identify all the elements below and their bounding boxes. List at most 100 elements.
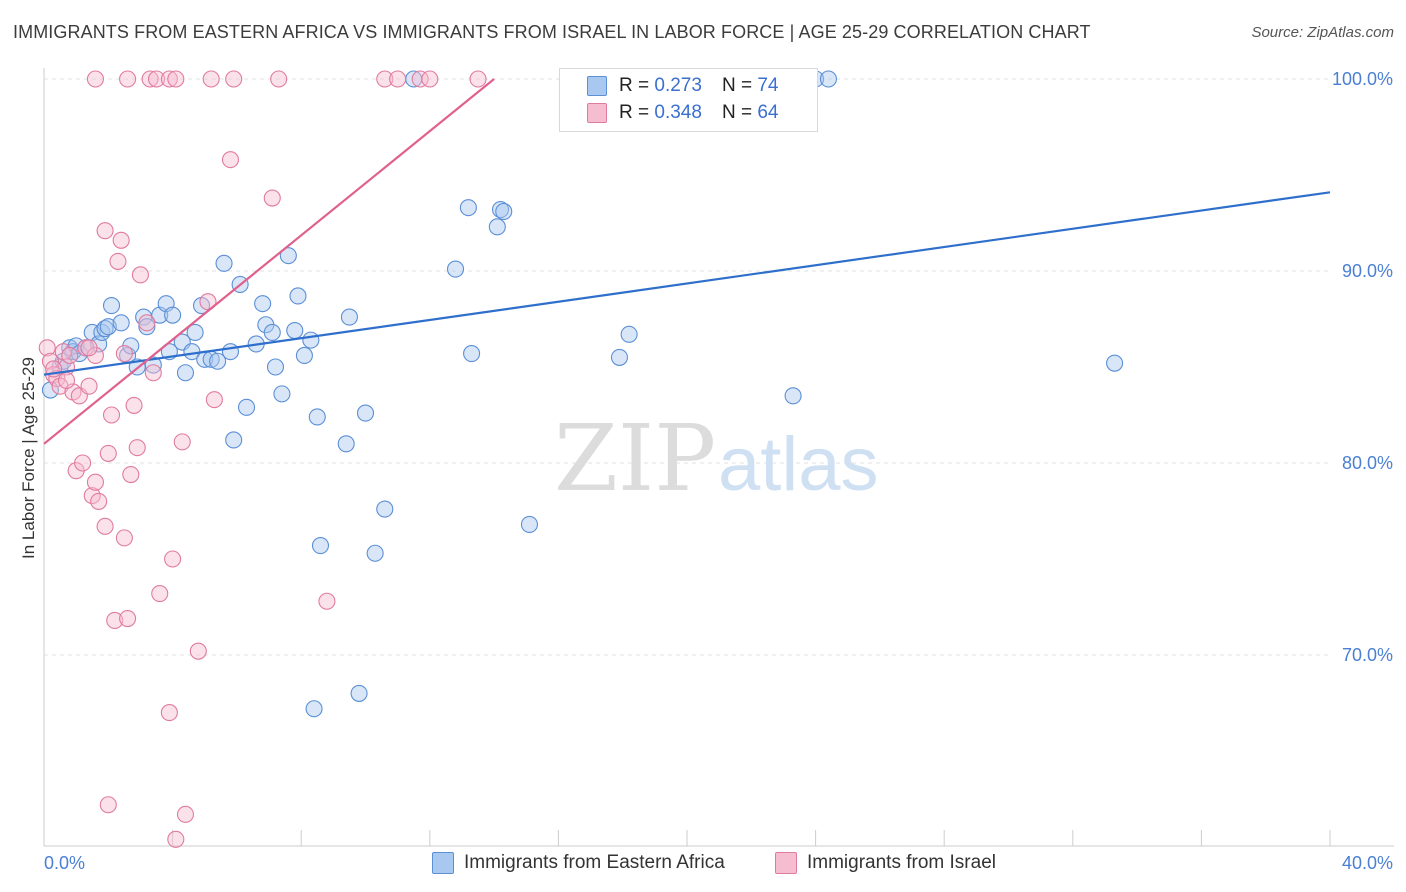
point-eastern-africa	[112, 314, 130, 332]
y-tick-label: 100.0%	[1332, 69, 1393, 89]
point-eastern-africa	[446, 260, 465, 278]
point-eastern-africa	[495, 202, 513, 221]
tick-labels: 70.0% 80.0% 90.0% 100.0% 0.0% 40.0%	[44, 69, 1393, 873]
point-eastern-africa	[350, 684, 368, 702]
point-eastern-africa	[164, 306, 182, 324]
point-eastern-africa	[99, 318, 117, 336]
point-eastern-africa	[620, 325, 638, 343]
point-eastern-africa	[221, 343, 240, 361]
y-tick-label: 80.0%	[1342, 453, 1393, 473]
point-israel	[164, 550, 182, 568]
legend-swatch-pink	[587, 103, 607, 123]
point-israel	[221, 151, 240, 169]
point-israel	[61, 346, 79, 365]
point-israel	[122, 465, 140, 484]
point-israel	[74, 454, 92, 472]
point-israel	[225, 70, 243, 88]
legend-n-label: N =	[721, 75, 753, 96]
point-eastern-africa	[337, 435, 355, 453]
chart-title: IMMIGRANTS FROM EASTERN AFRICA VS IMMIGR…	[13, 22, 1091, 42]
bottom-legend-label: Immigrants from Eastern Africa	[464, 852, 725, 873]
point-israel	[173, 433, 191, 451]
watermark-atlas: atlas	[718, 422, 879, 507]
legend-r-label: R =	[619, 102, 650, 123]
point-israel	[109, 252, 127, 270]
series-eastern-africa-points	[41, 70, 1124, 718]
point-israel	[38, 339, 56, 357]
point-eastern-africa	[311, 537, 330, 555]
point-israel	[99, 796, 117, 814]
point-israel	[205, 391, 223, 409]
point-eastern-africa	[186, 323, 204, 341]
source-label: Source: ZipAtlas.com	[1251, 24, 1394, 41]
legend-n-value: 74	[757, 75, 779, 96]
point-eastern-africa	[376, 500, 394, 518]
trend-lines	[43, 78, 1331, 445]
point-israel	[99, 444, 117, 462]
point-eastern-africa	[463, 345, 481, 363]
trend-line-eastern-africa	[43, 191, 1331, 376]
series-israel-points	[38, 70, 487, 848]
point-israel	[160, 70, 178, 88]
watermark-zip: ZIP	[554, 405, 716, 512]
bottom-legend-swatch-blue	[432, 852, 454, 874]
point-israel	[469, 70, 487, 88]
y-tick-label: 90.0%	[1342, 261, 1393, 281]
point-israel	[270, 70, 288, 88]
bottom-legend-eastern-africa: Immigrants from Eastern Africa	[432, 852, 725, 874]
point-eastern-africa	[459, 199, 477, 217]
point-eastern-africa	[215, 254, 233, 272]
point-israel	[128, 439, 146, 457]
point-eastern-africa	[102, 297, 121, 315]
point-eastern-africa	[266, 358, 285, 376]
point-israel	[112, 231, 130, 249]
point-israel	[106, 611, 124, 629]
legend-n-label: N =	[721, 102, 753, 123]
point-israel	[144, 364, 162, 382]
point-israel	[376, 70, 394, 88]
legend-r-value: 0.348	[654, 102, 702, 123]
point-israel	[86, 70, 104, 88]
point-israel	[80, 339, 98, 357]
point-israel	[167, 70, 185, 88]
point-israel	[125, 396, 143, 414]
point-israel	[138, 314, 156, 332]
point-eastern-africa	[305, 700, 323, 718]
legend-row-eastern-africa: R = 0.273 N = 74	[560, 73, 778, 99]
point-israel	[57, 371, 76, 389]
point-israel	[147, 70, 166, 88]
point-eastern-africa	[263, 323, 281, 341]
bottom-legend-israel: Immigrants from Israel	[775, 852, 996, 874]
point-eastern-africa	[819, 70, 838, 88]
point-eastern-africa	[237, 398, 256, 416]
point-eastern-africa	[209, 352, 227, 370]
point-israel	[318, 592, 336, 610]
point-eastern-africa	[279, 247, 297, 265]
point-eastern-africa	[356, 404, 375, 422]
legend-n-value: 64	[757, 102, 779, 123]
point-israel	[151, 585, 169, 603]
point-eastern-africa	[1106, 354, 1124, 372]
point-israel	[176, 805, 195, 823]
point-israel	[160, 704, 178, 722]
point-israel	[102, 406, 121, 424]
stats-legend: R = 0.273 N = 74 R = 0.348 N = 64	[559, 68, 818, 132]
point-eastern-africa	[520, 515, 539, 533]
legend-swatch-blue	[587, 76, 607, 96]
gridlines	[44, 78, 1330, 656]
point-eastern-africa	[273, 385, 291, 403]
point-israel	[96, 222, 114, 240]
x-tick-label: 0.0%	[44, 853, 85, 873]
point-israel	[131, 266, 149, 284]
point-israel	[96, 517, 114, 535]
legend-r-label: R =	[619, 75, 650, 96]
bottom-legend-swatch-pink	[775, 852, 797, 874]
legend-row-israel: R = 0.348 N = 64	[560, 100, 778, 126]
x-tick-label: 40.0%	[1342, 853, 1393, 873]
point-israel	[115, 345, 133, 363]
point-israel	[167, 830, 185, 848]
point-eastern-africa	[289, 287, 307, 305]
point-eastern-africa	[225, 431, 243, 449]
point-israel	[86, 473, 104, 491]
point-israel	[119, 70, 137, 88]
